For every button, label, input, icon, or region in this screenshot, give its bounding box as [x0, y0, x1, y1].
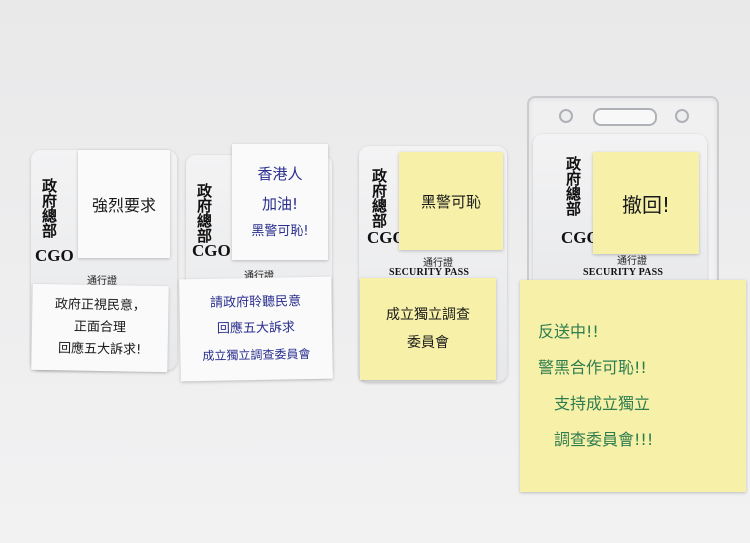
- pass-code: CGO: [561, 228, 600, 247]
- note-text: 成立獨立調查委員會: [202, 347, 311, 363]
- pass-label-zh: 通行證: [87, 276, 117, 287]
- pass-org-name: 政府總部: [40, 178, 58, 238]
- note-text: 成立獨立調查: [386, 307, 470, 323]
- note-text: 委員會: [407, 335, 449, 351]
- pass-org-name: 政府總部: [195, 183, 213, 243]
- pass-label-zh: 通行證: [244, 271, 274, 282]
- note-text: 回應五大訴求: [216, 320, 296, 337]
- holder-rivet: [559, 109, 573, 123]
- pass-org-name: 政府總部: [370, 168, 388, 228]
- pass-label-en: SECURITY PASS: [389, 267, 470, 278]
- note-1-bottom: 政府正視民意， 正面合理 回應五大訴求!: [31, 283, 169, 373]
- note-text: 加油!: [261, 195, 298, 213]
- note-2-top: 香港人 加油! 黑警可恥!: [232, 144, 328, 260]
- note-3-top: 黑警可恥: [399, 152, 503, 250]
- pass-label-zh: 通行證: [617, 256, 647, 267]
- note-4-top: 撤回!: [593, 152, 699, 254]
- pass-org-name: 政府總部: [564, 156, 582, 216]
- note-1-top: 強烈要求: [78, 150, 170, 258]
- holder-rivet: [675, 109, 689, 123]
- note-text: 警黑合作可恥!!: [538, 358, 647, 377]
- pass-label-en: SECURITY PASS: [583, 267, 664, 278]
- note-text: 反送中!!: [538, 322, 599, 341]
- pass-code: CGO: [192, 241, 231, 260]
- note-text: 支持成立獨立: [554, 394, 651, 413]
- pass-label-zh: 通行證: [423, 258, 453, 269]
- note-text: 黑警可恥: [420, 192, 481, 211]
- note-2-bottom: 請政府聆聽民意 回應五大訴求 成立獨立調查委員會: [179, 276, 333, 382]
- note-text: 正面合理: [73, 319, 127, 336]
- note-text: 回應五大訴求!: [57, 341, 142, 358]
- note-text: 政府正視民意，: [54, 297, 147, 314]
- note-4-bottom: 反送中!! 警黑合作可恥!! 支持成立獨立 調查委員會!!!: [520, 280, 746, 492]
- pass-code: CGO: [367, 228, 406, 247]
- note-text: 撤回!: [621, 192, 671, 217]
- note-text: 請政府聆聽民意: [209, 294, 302, 311]
- note-3-bottom: 成立獨立調查 委員會: [360, 278, 496, 380]
- note-text: 黑警可恥!: [251, 224, 309, 239]
- note-text: 香港人: [257, 165, 303, 183]
- pass-code: CGO: [35, 246, 74, 265]
- holder-slot: [593, 108, 657, 126]
- note-text: 強烈要求: [91, 196, 156, 215]
- note-text: 調查委員會!!!: [554, 430, 654, 449]
